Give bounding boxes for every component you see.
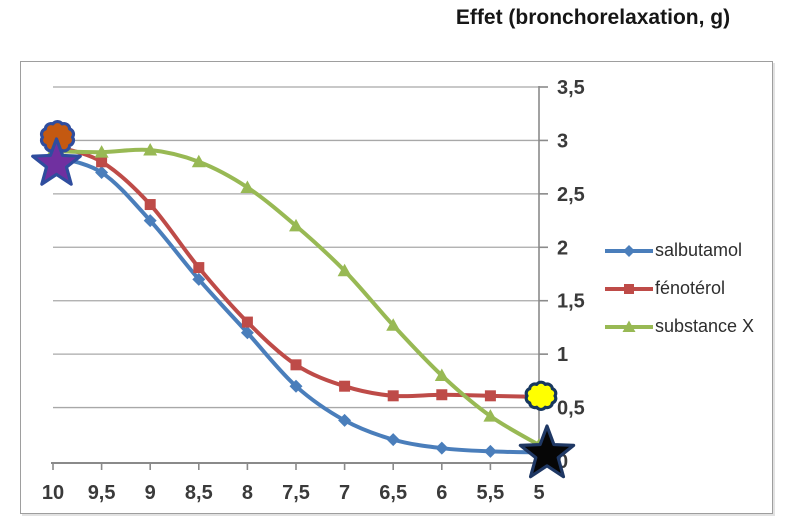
- star-bottom-right-annotation: [518, 424, 576, 479]
- x-tick-label: 8,5: [185, 482, 213, 504]
- chart-title: Effet (bronchorelaxation, g): [455, 6, 731, 29]
- x-tick-label: 7,5: [282, 482, 310, 504]
- y-tick-label: 1,5: [557, 291, 585, 313]
- legend-marker-salbutamol-icon: [605, 244, 653, 257]
- x-tick-label: 8: [242, 482, 253, 504]
- axes: [51, 86, 548, 470]
- x-tick-label: 5: [533, 482, 544, 504]
- legend-item-fenoterol: fénotérol: [605, 278, 754, 298]
- y-tick-label: 0,5: [557, 398, 585, 420]
- series-substance-X: [46, 143, 546, 451]
- y-tick-label: 3,5: [557, 77, 585, 99]
- plot-area: 0 0,5 1 1,5 2 2,5 3 3,5 10 9,5 9 8,5 8 7,5 7 6,5 6 5,5 5: [31, 77, 585, 504]
- x-tick-label: 5,5: [476, 482, 504, 504]
- x-tick-label: 9,5: [88, 482, 116, 504]
- x-tick-label: 9: [145, 482, 156, 504]
- x-tick-label: 7: [339, 482, 350, 504]
- series-fénotérol: [47, 140, 545, 403]
- legend-marker-fenoterol-icon: [605, 283, 653, 294]
- gridlines: [53, 86, 539, 409]
- x-tick-label: 6,5: [379, 482, 407, 504]
- tick-labels: 0 0,5 1 1,5 2 2,5 3 3,5 10 9,5 9 8,5 8 7,5 7 6,5 6 5,5 5: [42, 77, 585, 504]
- legend-marker-substance-x-icon: [605, 320, 653, 332]
- y-tick-label: 0: [557, 451, 568, 473]
- star-top-left-annotation: [31, 137, 82, 186]
- y-tick-label: 2,5: [557, 184, 585, 206]
- legend-item-salbutamol: salbutamol: [605, 240, 754, 260]
- annotations: [31, 119, 576, 479]
- x-tick-label: 10: [42, 482, 64, 504]
- y-tick-label: 1: [557, 344, 568, 366]
- x-tick-label: 6: [436, 482, 447, 504]
- y-tick-label: 2: [557, 237, 568, 259]
- plot-frame: 0 0,5 1 1,5 2 2,5 3 3,5 10 9,5 9 8,5 8 7,5 7 6,5 6 5,5 5 s…: [20, 61, 773, 514]
- legend-label-substance-x: substance X: [655, 316, 755, 336]
- series-salbutamol: [46, 149, 546, 459]
- explosion-cloud-top-left-annotation: [39, 119, 76, 155]
- legend-label-fenoterol: fénotérol: [655, 278, 726, 298]
- explosion-cloud-bottom-right-annotation: [524, 380, 558, 412]
- legend: salbutamol fénotérol substance X: [605, 240, 755, 336]
- legend-label-salbutamol: salbutamol: [655, 240, 743, 260]
- y-tick-label: 3: [557, 130, 568, 152]
- legend-item-substance-x: substance X: [605, 316, 755, 336]
